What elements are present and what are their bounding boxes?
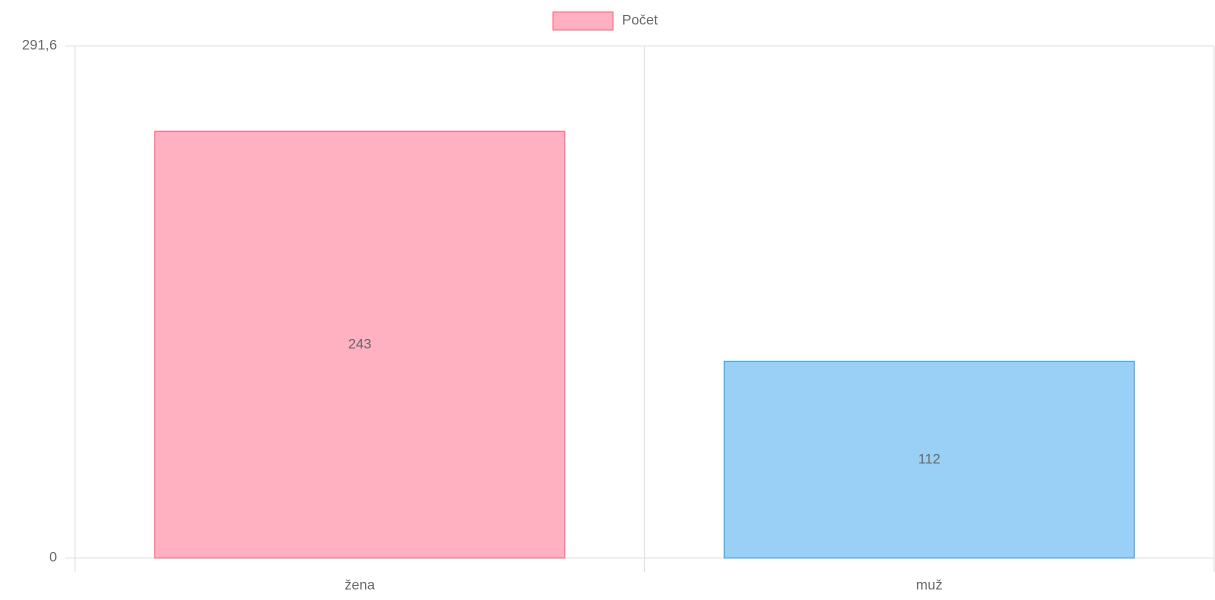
- y-tick-label: 291,6: [22, 37, 57, 53]
- x-tick-label: muž: [916, 577, 942, 593]
- data-label: 243: [348, 335, 372, 351]
- legend-swatch: [552, 11, 614, 31]
- data-label: 112: [918, 450, 941, 466]
- y-tick-label: 0: [49, 549, 57, 565]
- bar: [723, 360, 1135, 559]
- bar: [154, 130, 566, 559]
- legend-label: Počet: [622, 12, 658, 28]
- x-tick-label: žena: [345, 577, 376, 593]
